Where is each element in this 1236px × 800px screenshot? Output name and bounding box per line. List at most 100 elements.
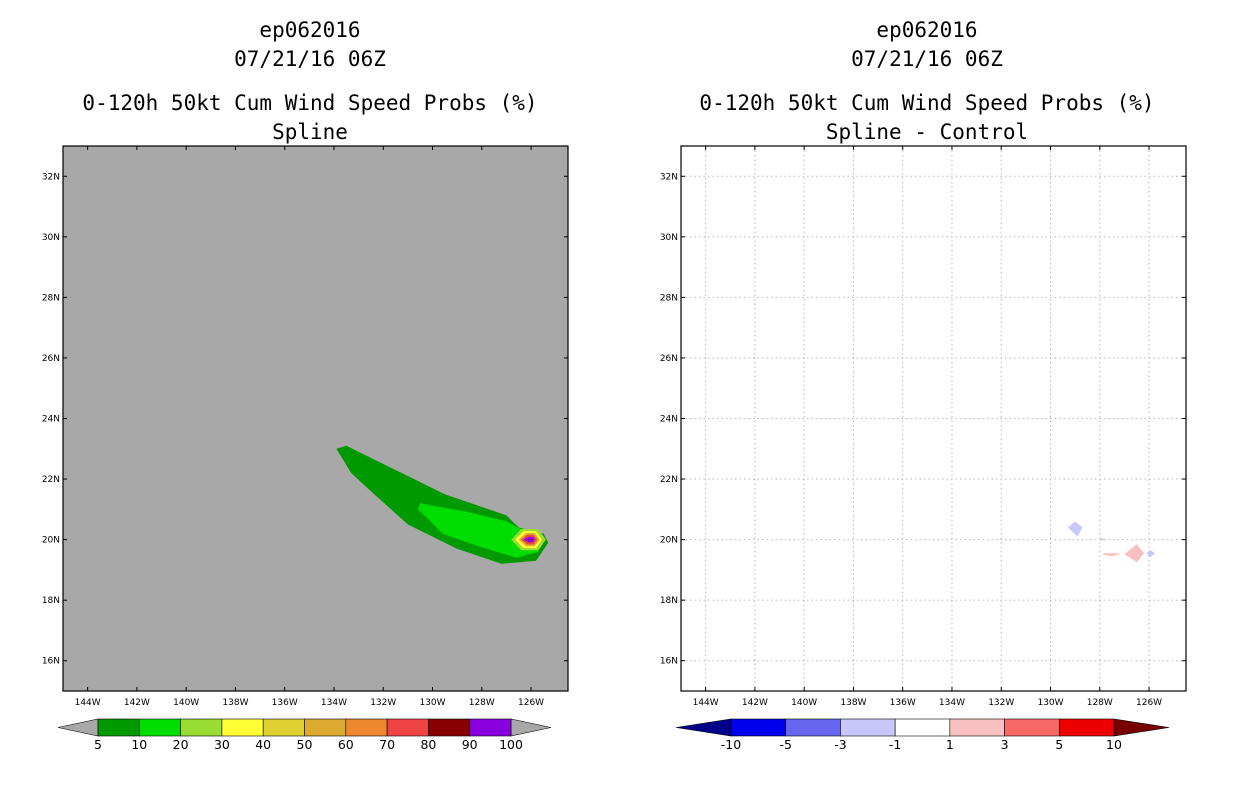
right-colorbar-label-5: 3 — [1001, 737, 1009, 752]
left-xtick-label-5: 134W — [321, 698, 347, 708]
right-ytick-label-5: 26N — [660, 354, 678, 364]
left-colorbar-swatch-3 — [221, 718, 264, 737]
right-contour-1-4 — [1102, 553, 1122, 557]
left-chart-title: 0-120h 50kt Cum Wind Speed Probs (%) — [82, 91, 537, 115]
left-xtick-label-9: 126W — [518, 698, 544, 708]
right-y-axis: 16N 18N 20N 22N 24N 26N 28N 30N 32N — [660, 172, 1186, 667]
left-colorbar-swatch-1 — [139, 718, 181, 737]
right-xtick-label-1: 142W — [742, 698, 768, 708]
left-datetime: 07/21/16 06Z — [234, 47, 386, 71]
left-colorbar-label-7: 70 — [379, 737, 395, 752]
right-storm-id: ep062016 — [876, 18, 977, 42]
left-ytick-label-2: 20N — [42, 536, 60, 546]
right-colorbar-swatch-6 — [1058, 718, 1115, 737]
left-ytick-label-4: 24N — [42, 415, 60, 425]
right-colorbar-swatch-0 — [730, 718, 787, 737]
right-xtick-label-0: 144W — [693, 698, 719, 708]
right-colorbar-label-2: -3 — [834, 737, 846, 752]
right-gridlines — [681, 146, 1186, 691]
left-storm-id: ep062016 — [259, 18, 360, 42]
right-plot-area: 144W 142W 140W 138W 136W 134W 132W 130W 128W 126W… — [660, 145, 1187, 708]
left-colorbar-swatch-5 — [304, 718, 347, 737]
right-xtick-label-4: 136W — [890, 698, 916, 708]
right-contours — [1067, 521, 1156, 563]
left-xtick-label-0: 144W — [75, 698, 101, 708]
left-colorbar-label-8: 80 — [420, 737, 436, 752]
left-y-axis: 16N 18N 20N 22N 24N 26N 28N 30N 32N — [42, 172, 568, 667]
left-ytick-label-8: 32N — [42, 172, 60, 182]
right-colorbar-label-3: -1 — [889, 737, 901, 752]
right-ytick-label-0: 16N — [660, 657, 678, 667]
left-colorbar-swatch-2 — [180, 718, 223, 737]
right-colorbar-label-7: 10 — [1106, 737, 1122, 752]
left-colorbar-label-3: 30 — [214, 737, 230, 752]
right-colorbar-swatch-3 — [894, 718, 951, 737]
right-ytick-label-3: 22N — [660, 475, 678, 485]
right-contour--3-2 — [1101, 538, 1106, 541]
right-colorbar-swatch-4 — [949, 718, 1005, 737]
left-panel: ep062016 07/21/16 06Z 0-120h 50kt Cum Wi… — [42, 18, 569, 752]
right-ytick-label-4: 24N — [660, 415, 678, 425]
right-xtick-label-9: 126W — [1136, 698, 1162, 708]
left-contour-90-6 — [523, 536, 535, 543]
left-colorbar-swatch-6 — [345, 718, 388, 737]
left-colorbar-under-triangle — [57, 718, 99, 737]
right-xtick-label-7: 130W — [1037, 698, 1063, 708]
right-x-axis: 144W 142W 140W 138W 136W 134W 132W 130W 128W 126W — [693, 146, 1162, 708]
right-ytick-label-1: 18N — [660, 596, 678, 606]
right-xtick-label-2: 140W — [791, 698, 817, 708]
right-colorbar-under-triangle — [675, 718, 732, 737]
left-colorbar-label-1: 10 — [131, 737, 147, 752]
right-datetime: 07/21/16 06Z — [851, 47, 1003, 71]
left-ytick-label-1: 18N — [42, 596, 60, 606]
left-colorbar-label-0: 5 — [94, 737, 102, 752]
left-colorbar-swatch-7 — [386, 718, 429, 737]
right-contour-1-3 — [1124, 544, 1145, 563]
left-ytick-label-0: 16N — [42, 657, 60, 667]
right-colorbar-label-0: -10 — [721, 737, 741, 752]
left-xtick-label-3: 138W — [222, 698, 248, 708]
right-xtick-label-5: 134W — [939, 698, 965, 708]
right-colorbar-swatch-1 — [785, 718, 841, 737]
right-colorbar-label-1: -5 — [779, 737, 791, 752]
left-contour-10-1 — [417, 503, 539, 558]
left-colorbar-over-triangle — [510, 718, 552, 737]
left-plot-background — [63, 146, 568, 691]
left-colorbar-label-9: 90 — [462, 737, 478, 752]
right-colorbar-swatch-5 — [1004, 718, 1060, 737]
left-colorbar-label-10: 100 — [499, 737, 523, 752]
left-chart-subtitle: Spline — [272, 120, 348, 144]
left-colorbar: 5 10 20 30 40 50 60 70 80 90 100 — [57, 718, 552, 752]
left-ytick-label-5: 26N — [42, 354, 60, 364]
left-colorbar-swatch-8 — [428, 718, 470, 737]
left-colorbar-label-6: 60 — [338, 737, 354, 752]
left-ytick-label-7: 30N — [42, 233, 60, 243]
left-colorbar-label-5: 50 — [297, 737, 313, 752]
left-colorbar-label-2: 20 — [173, 737, 189, 752]
left-colorbar-swatch-9 — [469, 718, 512, 737]
left-xtick-label-8: 128W — [469, 698, 495, 708]
left-plot-area: 144W 142W 140W 138W 136W 134W 132W 130W 128W 126W… — [42, 145, 569, 708]
right-ytick-label-8: 32N — [660, 172, 678, 182]
right-xtick-label-3: 138W — [840, 698, 866, 708]
left-xtick-label-4: 136W — [272, 698, 298, 708]
right-chart-subtitle: Spline - Control — [826, 120, 1028, 144]
left-colorbar-swatch-4 — [262, 718, 305, 737]
left-ytick-label-3: 22N — [42, 475, 60, 485]
right-xtick-label-6: 132W — [988, 698, 1014, 708]
left-colorbar-label-4: 40 — [255, 737, 271, 752]
right-colorbar-label-4: 1 — [946, 737, 954, 752]
left-xtick-label-6: 132W — [370, 698, 396, 708]
left-x-axis: 144W 142W 140W 138W 136W 134W 132W 130W 128W 126W — [75, 146, 544, 708]
left-xtick-label-2: 140W — [173, 698, 199, 708]
right-ytick-label-2: 20N — [660, 536, 678, 546]
right-ytick-label-6: 28N — [660, 293, 678, 303]
left-colorbar-swatch-0 — [97, 718, 140, 737]
right-colorbar-swatch-2 — [840, 718, 896, 737]
right-xtick-label-8: 128W — [1087, 698, 1113, 708]
left-contours — [336, 445, 549, 564]
right-panel: ep062016 07/21/16 06Z 0-120h 50kt Cum Wi… — [660, 18, 1187, 752]
right-chart-title: 0-120h 50kt Cum Wind Speed Probs (%) — [699, 91, 1154, 115]
left-xtick-label-1: 142W — [124, 698, 150, 708]
